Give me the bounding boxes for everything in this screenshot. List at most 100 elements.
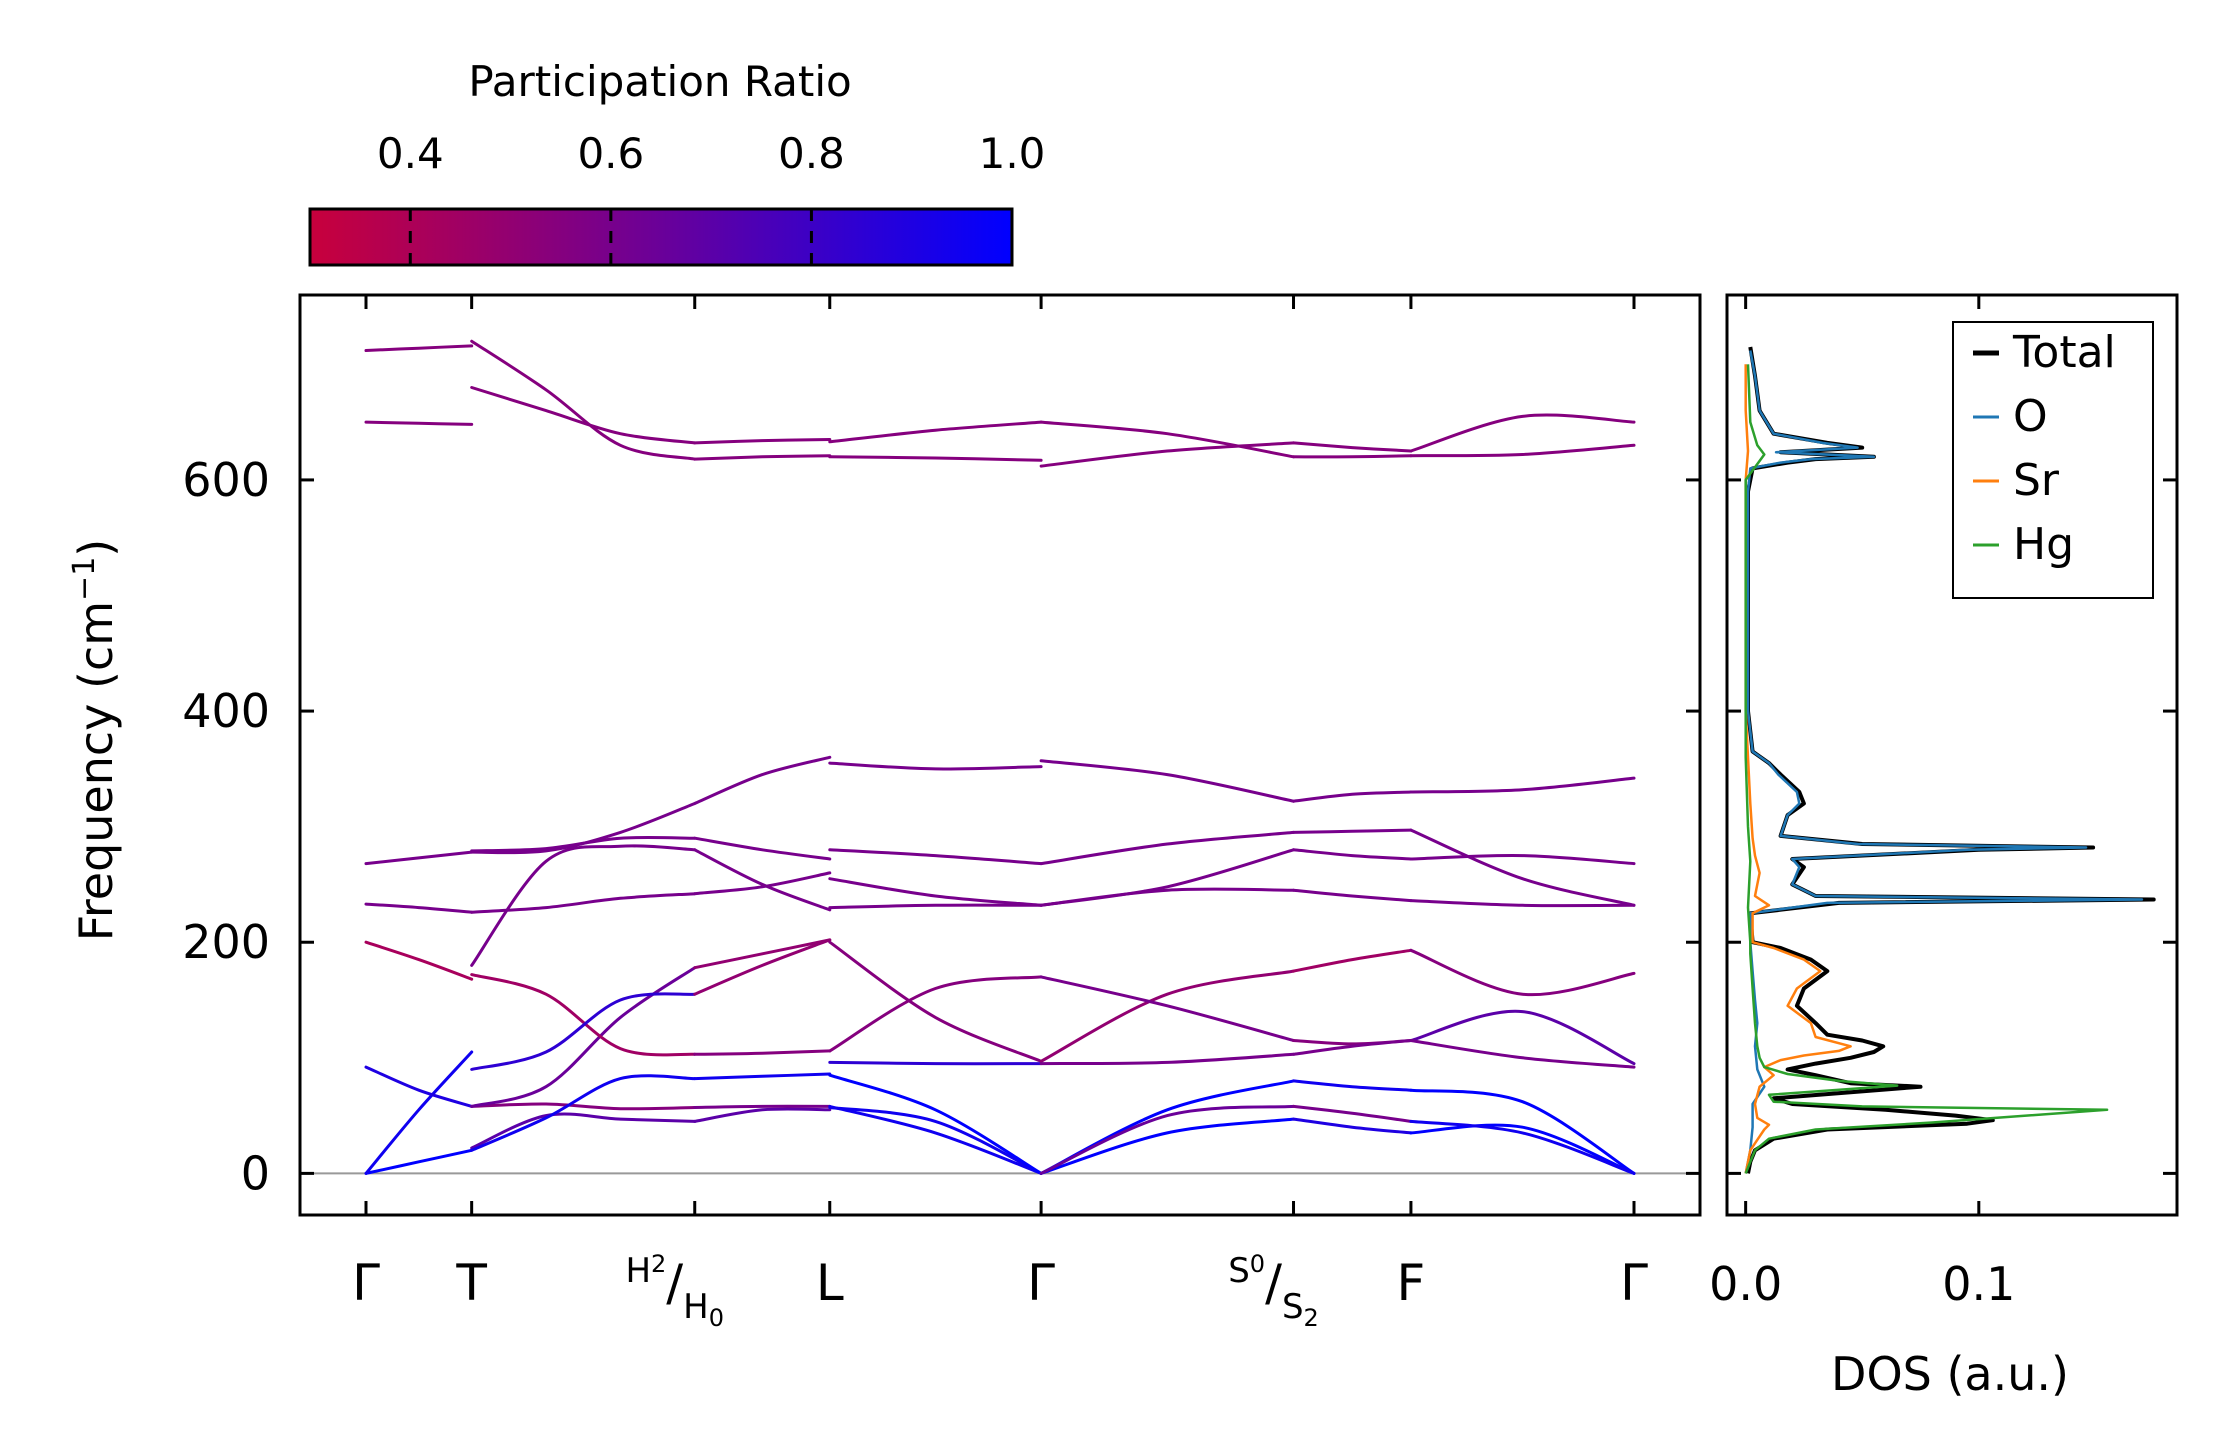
phonon-band xyxy=(828,455,1043,462)
phonon-band xyxy=(1039,759,1295,803)
phonon-band xyxy=(1409,443,1636,458)
phonon-band xyxy=(1292,454,1413,459)
phonon-band xyxy=(1039,887,1295,907)
colorbar-tick-label: 0.6 xyxy=(577,129,644,178)
phonon-band xyxy=(1039,848,1295,907)
legend-label: Sr xyxy=(2013,455,2060,506)
dos-x-axis-title: DOS (a.u.) xyxy=(1831,1347,2069,1401)
phonon-band xyxy=(1409,1123,1636,1175)
phonon-band xyxy=(1292,888,1413,903)
phonon-band xyxy=(364,1065,474,1108)
phonon-band xyxy=(1039,830,1295,866)
y-axis-title: Frequency (cm−1) xyxy=(67,539,123,942)
phonon-band xyxy=(693,938,832,970)
y-tick-label: 0 xyxy=(241,1146,270,1200)
dos-legend: Total O Sr Hg xyxy=(1952,321,2154,599)
phonon-band xyxy=(364,850,474,866)
phonon-band xyxy=(1292,441,1413,453)
phonon-band xyxy=(364,420,474,426)
phonon-band xyxy=(1039,1052,1295,1066)
colorbar-tick-label: 0.4 xyxy=(377,129,444,178)
kpoint-label: L xyxy=(816,1254,844,1312)
phonon-band xyxy=(470,1112,697,1150)
dos-axes-frame xyxy=(1725,293,2179,1217)
phonon-band xyxy=(828,1104,1043,1175)
phonon-band xyxy=(470,1102,697,1111)
kpoint-label: Γ xyxy=(352,1254,380,1312)
phonon-band xyxy=(1409,828,1636,907)
phonon-band xyxy=(470,835,697,853)
phonon-band xyxy=(470,966,697,1108)
colorbar: Participation Ratio 0.4 0.6 0.8 1.0 xyxy=(308,57,1046,267)
phonon-band xyxy=(1409,413,1636,453)
y-tick-label: 600 xyxy=(182,453,270,507)
phonon-band xyxy=(828,848,1043,866)
phonon-band xyxy=(828,903,1043,910)
phonon-band xyxy=(1292,848,1413,861)
phonon-band xyxy=(828,940,1043,1063)
phonon-band xyxy=(693,1107,832,1123)
phonon-band xyxy=(693,1072,832,1081)
colorbar-tick-label: 1.0 xyxy=(979,129,1046,178)
phonon-band xyxy=(1292,1117,1413,1135)
phonon-band xyxy=(470,386,697,445)
colorbar-title: Participation Ratio xyxy=(468,57,851,106)
phonon-band xyxy=(470,844,697,967)
phonon-band xyxy=(1039,420,1295,459)
band-structure-panel: 0 200 400 600 Γ T H2/H0 L Γ S0/S2 F Γ Frequency (c… xyxy=(67,293,1702,1332)
dos-x-tick-label: 0.1 xyxy=(1942,1257,2015,1311)
phonon-band xyxy=(1409,1088,1636,1175)
phonon-band xyxy=(1039,969,1295,1063)
phonon-band xyxy=(1039,441,1295,468)
phonon-band xyxy=(1292,790,1413,803)
kpoint-label: Γ xyxy=(1620,1254,1648,1312)
y-tick-label: 200 xyxy=(182,915,270,969)
phonon-band xyxy=(1409,899,1636,908)
phonon-band xyxy=(828,761,1043,771)
phonon-band xyxy=(1409,948,1636,997)
phonon-band xyxy=(828,420,1043,444)
colorbar-gradient xyxy=(308,207,1014,267)
phonon-band xyxy=(470,992,697,1071)
phonon-band xyxy=(693,938,832,996)
kpoint-label: S0/S2 xyxy=(1228,1250,1319,1332)
phonon-band xyxy=(1409,1009,1636,1066)
phonon-band xyxy=(693,848,832,912)
phonon-band xyxy=(364,344,474,352)
phonon-band xyxy=(828,877,1043,907)
phonon-band xyxy=(828,975,1043,1053)
dos-panel: 0.0 0.1 DOS (a.u.) Total O Sr Hg xyxy=(1709,293,2179,1401)
phonon-band xyxy=(693,836,832,861)
phonon-band xyxy=(693,1049,832,1056)
dos-series-sr xyxy=(1744,364,1852,1174)
phonon-band xyxy=(828,1073,1043,1175)
phonon-band xyxy=(470,1074,697,1152)
band-axes-frame xyxy=(298,293,1702,1217)
phonon-band xyxy=(693,1104,832,1109)
phonon-band xyxy=(1039,1104,1295,1175)
phonon-band xyxy=(693,755,832,805)
phonon-band xyxy=(693,454,832,461)
phonon-band xyxy=(828,1106,1043,1175)
phonon-band xyxy=(1409,1119,1636,1175)
phonon-band xyxy=(1409,853,1636,866)
phonon-band xyxy=(470,973,697,1057)
phonon-band xyxy=(828,1060,1043,1066)
phonon-band xyxy=(1039,1117,1295,1175)
dos-series-hg xyxy=(1744,364,2109,1174)
kpoint-label: F xyxy=(1397,1254,1426,1312)
phonon-band xyxy=(693,438,832,445)
y-tick-label: 400 xyxy=(182,684,270,738)
phonon-band xyxy=(470,892,697,914)
legend-label: Hg xyxy=(2013,519,2074,570)
phonon-band xyxy=(364,1050,474,1175)
phonon-band xyxy=(1292,828,1413,834)
phonon-band xyxy=(1039,975,1295,1042)
kpoint-label: T xyxy=(455,1254,487,1312)
phonon-band xyxy=(364,940,474,981)
phonon-band xyxy=(470,802,697,855)
phonon-band xyxy=(364,902,474,914)
phonon-band xyxy=(1409,776,1636,794)
phonon-band xyxy=(1292,1104,1413,1123)
